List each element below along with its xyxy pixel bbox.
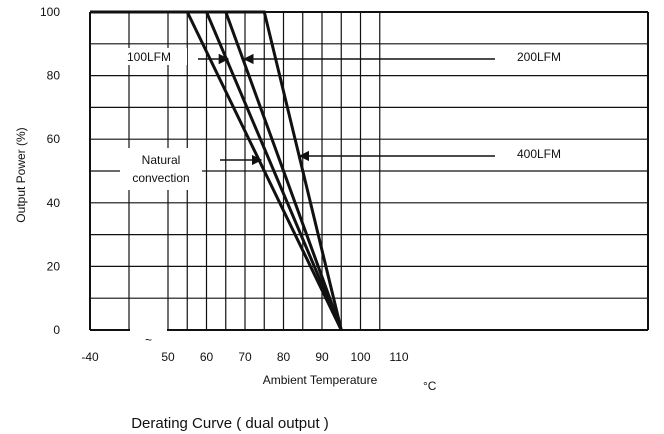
annotation-label: convection xyxy=(132,171,189,185)
y-tick-label: 80 xyxy=(47,69,61,83)
y-tick-label: 20 xyxy=(47,259,61,273)
y-tick-label: 40 xyxy=(47,196,61,210)
series-group xyxy=(90,10,343,331)
annotation-box xyxy=(120,148,202,190)
x-axis-unit: °C xyxy=(423,379,437,393)
x-axis-label: Ambient Temperature xyxy=(263,373,378,387)
y-tick-label: 100 xyxy=(40,5,60,19)
x-tick-label: 50 xyxy=(161,350,175,364)
x-tick-label: 90 xyxy=(315,350,329,364)
x-tick-label: 100 xyxy=(350,350,370,364)
series-line-400lfm xyxy=(90,10,343,331)
y-tick-label: 0 xyxy=(53,323,60,337)
axis-break-symbol: ~ xyxy=(145,333,152,347)
y-tick-label: 60 xyxy=(47,132,61,146)
annotations-group: 100LFM 200LFM 400LFM Natural convection xyxy=(111,48,576,190)
x-tick-label: 80 xyxy=(277,350,291,364)
chart-title: Derating Curve ( dual output ) xyxy=(131,415,329,432)
tick-labels: -40 50 60 70 80 90 100 110 0 20 40 60 80 100 xyxy=(40,5,409,364)
x-tick-label: 60 xyxy=(200,350,214,364)
annotation-label: Natural xyxy=(142,153,181,167)
annotation-label: 400LFM xyxy=(517,147,561,161)
annotation-label: 200LFM xyxy=(517,50,561,64)
annotation-box xyxy=(502,145,576,162)
annotation-box xyxy=(111,48,187,65)
axis-break-gap xyxy=(130,327,167,333)
x-tick-label: -40 xyxy=(81,350,99,364)
y-axis-label: Output Power (%) xyxy=(14,127,28,222)
x-tick-label: 70 xyxy=(238,350,252,364)
annotation-label: 100LFM xyxy=(127,50,171,64)
annotation-box xyxy=(502,48,576,65)
x-tick-label: 110 xyxy=(389,350,408,364)
